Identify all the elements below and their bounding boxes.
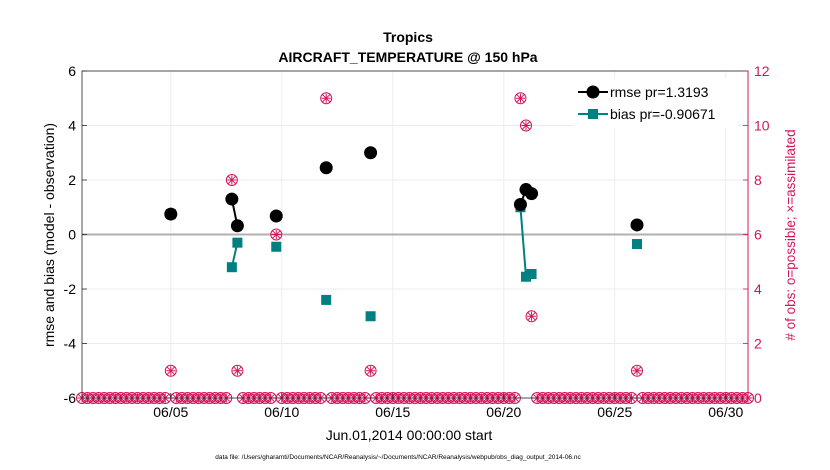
bias-point (271, 241, 282, 252)
rmse-point (225, 192, 239, 206)
y2-tick-label: 6 (754, 227, 762, 243)
rmse-point (364, 146, 378, 160)
y2-axis-label: # of obs: o=possible; ×=assimilated (783, 129, 798, 340)
obs-assimilated-marker (366, 366, 376, 376)
rmse-point (230, 219, 244, 233)
rmse-point (319, 161, 333, 175)
x-tick-label: 06/05 (153, 404, 188, 420)
obs-possible-marker (520, 119, 532, 132)
x-tick-label: 06/15 (375, 404, 410, 420)
x-tick-label: 06/10 (264, 404, 299, 420)
axes: 06/05 06/10 06/15 06/20 06/25 06/30 -6 -4 -2 0 2 4 6… (64, 63, 770, 420)
series-layer (164, 146, 644, 322)
chart-subtitle: AIRCRAFT_TEMPERATURE @ 150 hPa (278, 49, 537, 65)
obs-assimilated-marker (526, 311, 537, 321)
obs-possible-marker (270, 228, 283, 241)
y-axis-label: rmse and bias (model - observation) (41, 123, 57, 347)
obs-possible-marker (514, 92, 527, 105)
chart-title: Tropics (383, 29, 433, 45)
footnote: data file: /Users/gharamti/Documents/NCA… (215, 454, 581, 461)
x-tick-label: 06/30 (708, 404, 743, 420)
legend: rmse pr=1.3193 bias pr=-0.90671 (574, 78, 738, 128)
y-tick-label: -2 (64, 281, 77, 297)
bias-point (526, 269, 537, 280)
rmse-point (164, 207, 178, 221)
x-tick-label: 06/25 (597, 404, 632, 420)
bias-point (521, 271, 531, 282)
y-tick-label: 6 (68, 63, 76, 79)
obs-assimilated-marker (232, 366, 242, 376)
y-tick-label: 0 (68, 227, 76, 243)
y2-tick-label: 0 (754, 390, 762, 406)
y-tick-label: 4 (68, 118, 76, 134)
bias-point (226, 262, 237, 273)
obs-assimilated-marker (521, 120, 531, 131)
rmse-point (513, 198, 527, 212)
obs-possible-marker (631, 364, 643, 377)
x-axis-label: Jun.01,2014 00:00:00 start (326, 427, 493, 443)
legend-rmse-label: rmse pr=1.3193 (610, 84, 709, 100)
obs-possible-marker (225, 174, 238, 186)
y2-tick-label: 10 (754, 118, 770, 134)
y-tick-label: 2 (68, 172, 76, 188)
y2-tick-label: 4 (754, 281, 762, 297)
y-tick-label: -4 (64, 336, 77, 352)
obs-assimilated-marker (227, 175, 237, 185)
obs-assimilated-marker (515, 93, 526, 103)
obs-assimilated-marker (321, 93, 331, 103)
y-tick-label: -6 (64, 390, 77, 406)
obs-assimilated-marker (271, 229, 281, 240)
bias-point (232, 237, 243, 248)
obs-assimilated-marker (632, 366, 642, 376)
rmse-point (525, 187, 539, 201)
bias-point (632, 239, 642, 250)
obs-assimilated-marker (166, 366, 176, 376)
legend-bias-marker (588, 109, 598, 119)
obs-possible-marker (320, 92, 333, 105)
y2-tick-label: 12 (754, 63, 770, 79)
rmse-point (269, 209, 283, 223)
legend-bias-label: bias pr=-0.90671 (610, 106, 716, 122)
bias-point (321, 294, 332, 305)
obs-possible-marker (231, 364, 244, 377)
x-tick-label: 06/20 (486, 404, 521, 420)
bias-point (365, 311, 376, 322)
y2-tick-label: 2 (754, 336, 762, 352)
obs-possible-marker (525, 310, 538, 323)
legend-box (574, 78, 738, 128)
rmse-point (630, 218, 644, 232)
obs-possible-marker (364, 364, 377, 377)
obs-possible-marker (164, 364, 177, 377)
y2-tick-label: 8 (754, 172, 762, 188)
legend-rmse-marker (586, 85, 600, 99)
